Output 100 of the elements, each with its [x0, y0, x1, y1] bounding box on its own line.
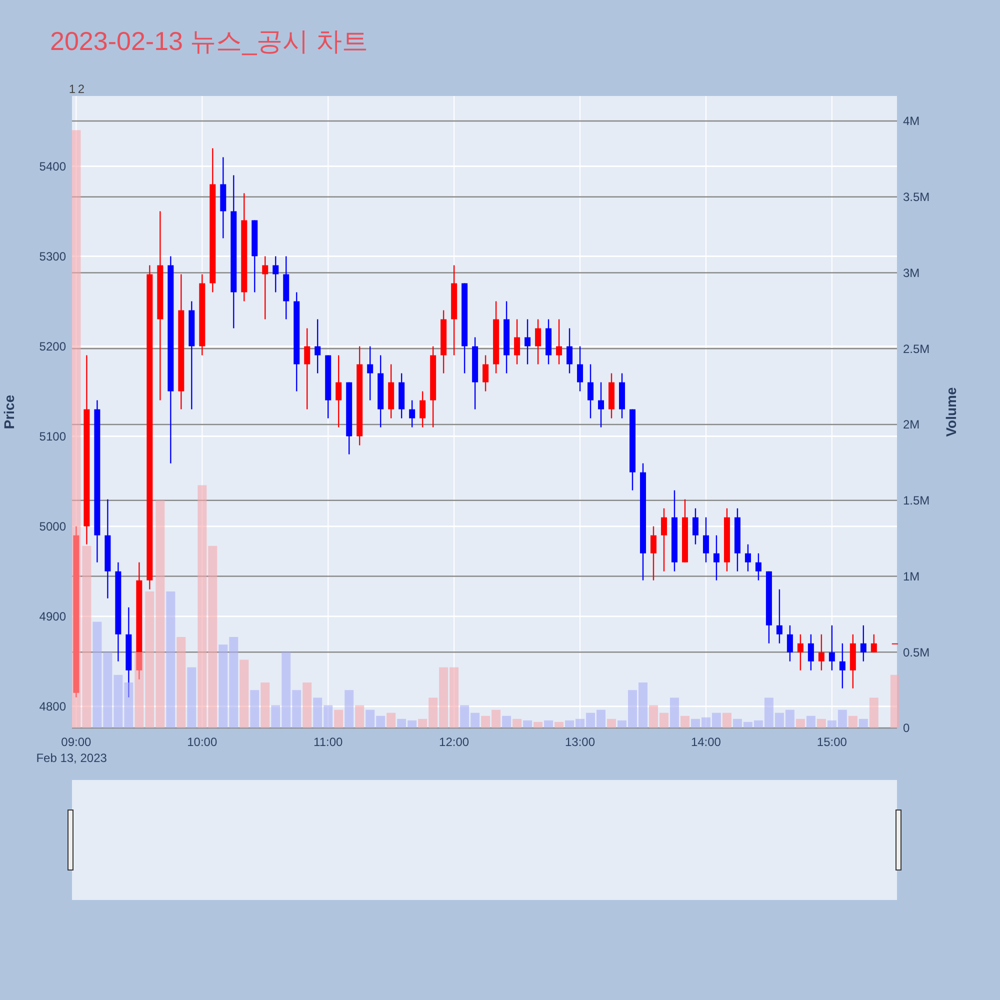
bar: [785, 710, 794, 728]
y-tick-label: 5300: [39, 249, 66, 264]
bar: [586, 712, 596, 728]
candlestick: [776, 588, 782, 644]
candlestick: [524, 318, 531, 365]
bar: [565, 720, 574, 728]
bar: [386, 712, 396, 728]
candlestick: [797, 634, 804, 671]
bar: [576, 718, 585, 728]
bar: [848, 716, 858, 728]
bar: [397, 718, 406, 728]
candlestick: [755, 552, 762, 581]
bar: [816, 718, 826, 728]
text: Feb 13, 2023: [36, 751, 108, 765]
bar: [156, 500, 165, 728]
x-tick-label: 12:00: [439, 735, 470, 749]
candlestick: [556, 318, 562, 365]
bar: [176, 636, 186, 728]
bar: [690, 718, 700, 728]
candlestick: [713, 534, 720, 581]
bar: [260, 682, 270, 728]
bar: [72, 130, 81, 728]
bar: [858, 718, 868, 728]
bar: [596, 710, 606, 728]
bar: [680, 716, 690, 728]
candlestick: [870, 634, 877, 653]
y2-tick-label: 3.5M: [903, 190, 930, 204]
chart-title: 2023-02-13 뉴스_공시 차트: [50, 26, 368, 56]
y2-tick-label: 3M: [903, 266, 920, 280]
bar: [648, 705, 658, 728]
bar: [712, 712, 721, 728]
bar: [124, 682, 134, 728]
bar: [754, 720, 763, 728]
y-tick-label: 4900: [39, 610, 66, 624]
x-tick-label: 15:00: [816, 735, 848, 749]
y-axis-title: Price: [1, 394, 17, 430]
bar: [838, 710, 847, 728]
x-tick-label: 11:00: [314, 735, 343, 749]
bar: [722, 712, 732, 728]
candlestick: [692, 508, 698, 545]
annotation: 2: [78, 82, 85, 96]
bar: [659, 712, 668, 728]
bar: [208, 546, 218, 728]
bar: [732, 718, 742, 728]
y2-tick-label: 2M: [903, 418, 920, 432]
candlestick: [314, 318, 321, 374]
bar: [470, 712, 480, 728]
bar: [418, 718, 428, 728]
bar: [218, 644, 228, 728]
bar: [774, 712, 784, 728]
x-tick-label: 14:00: [690, 735, 722, 749]
bar: [512, 718, 522, 728]
bar: [701, 717, 710, 728]
y2-tick-label: 1.5M: [903, 494, 930, 508]
y-tick-label: 4800: [39, 700, 66, 714]
bar: [534, 722, 543, 728]
candlestick: [577, 346, 584, 392]
bar: [103, 652, 112, 728]
candlestick: [367, 346, 374, 401]
candlestick: [336, 354, 342, 428]
candlestick: [660, 508, 667, 572]
bar: [796, 718, 805, 728]
bar: [229, 636, 238, 728]
y2-tick-label: 0.5M: [903, 645, 930, 660]
bar: [145, 591, 154, 728]
y2-tick-label: 2.5M: [903, 342, 930, 356]
bar: [492, 710, 501, 728]
bar: [313, 698, 322, 728]
bar: [344, 690, 354, 728]
bar: [166, 591, 176, 728]
candlestick: [535, 318, 542, 365]
bar: [187, 667, 196, 728]
bar: [302, 682, 312, 728]
bar: [670, 698, 679, 728]
bar: [292, 690, 302, 728]
candlestick: [272, 256, 279, 293]
bar: [355, 705, 364, 728]
bar: [618, 720, 626, 728]
bar: [324, 705, 333, 728]
x-tick-label: 09:00: [61, 735, 92, 749]
bar: [628, 690, 637, 728]
candlestick: [808, 634, 814, 671]
candlestick: [420, 390, 426, 428]
y2-tick-label: 1M: [903, 569, 920, 584]
candlestick: [839, 642, 846, 689]
y-tick-label: 5000: [39, 520, 66, 534]
bar: [523, 720, 532, 728]
candlestick: [828, 624, 835, 671]
x-tick-label: 13:00: [565, 735, 596, 749]
candlestick: [262, 256, 268, 320]
candlestick: [409, 400, 416, 428]
bar: [240, 660, 249, 728]
y-tick-label: 5100: [39, 430, 66, 444]
candlestick: [514, 318, 520, 365]
bar: [439, 667, 448, 728]
bar: [198, 485, 207, 728]
bar: [376, 716, 386, 728]
bar: [743, 722, 752, 728]
candlestick: [304, 328, 310, 410]
candlestick: [566, 328, 573, 374]
